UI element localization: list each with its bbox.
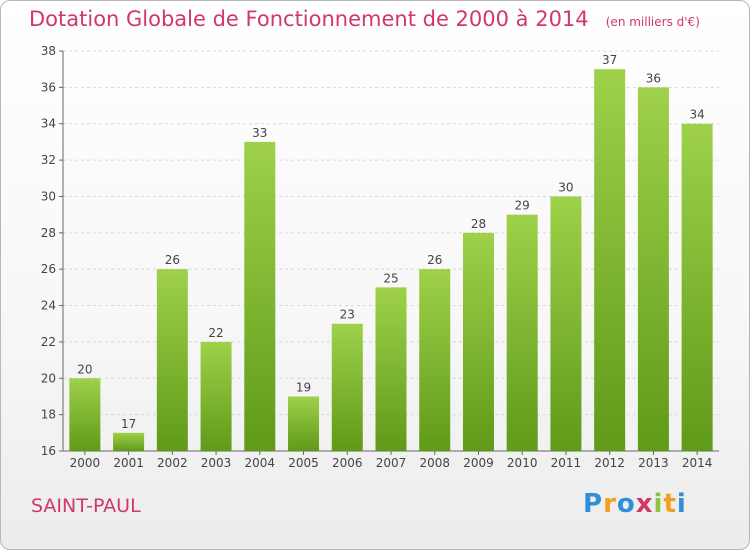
y-tick-label: 26	[41, 262, 56, 276]
x-tick-label: 2004	[245, 456, 276, 470]
x-tick-label: 2009	[463, 456, 494, 470]
y-tick-label: 32	[41, 153, 56, 167]
bar	[419, 269, 451, 451]
commune-name: SAINT-PAUL	[31, 495, 141, 517]
x-tick-label: 2002	[157, 456, 188, 470]
x-tick-label: 2008	[419, 456, 450, 470]
y-tick-label: 20	[41, 371, 56, 385]
bar	[375, 287, 407, 451]
logo-letter: t	[663, 489, 677, 519]
data-label: 29	[515, 199, 530, 213]
x-tick-label: 2005	[288, 456, 319, 470]
y-tick-label: 18	[41, 408, 56, 422]
chart-title: Dotation Globale de Fonctionnement de 20…	[29, 7, 589, 31]
data-label: 28	[471, 217, 486, 231]
proxiti-logo[interactable]: Proxiti	[583, 489, 687, 519]
y-tick-label: 30	[41, 189, 56, 203]
x-tick-label: 2006	[332, 456, 363, 470]
logo-letter: P	[583, 489, 604, 519]
bar	[462, 232, 494, 451]
y-tick-label: 24	[41, 299, 56, 313]
bar	[288, 396, 320, 451]
x-tick-label: 2014	[682, 456, 713, 470]
x-tick-label: 2013	[638, 456, 669, 470]
y-tick-label: 36	[41, 80, 56, 94]
x-tick-label: 2001	[113, 456, 144, 470]
y-tick-label: 16	[41, 444, 56, 458]
bar	[550, 196, 582, 451]
y-tick-label: 38	[41, 44, 56, 58]
logo-letter: x	[635, 489, 654, 519]
logo-letter: r	[603, 489, 617, 519]
bar	[681, 123, 713, 452]
data-label: 17	[121, 417, 136, 431]
data-label: 34	[689, 108, 704, 122]
y-tick-label: 22	[41, 335, 56, 349]
data-label: 36	[646, 71, 661, 85]
bar	[69, 378, 101, 451]
data-label: 20	[77, 362, 92, 376]
x-tick-label: 2012	[594, 456, 625, 470]
data-label: 23	[340, 308, 355, 322]
bar	[637, 87, 669, 451]
data-label: 30	[558, 180, 573, 194]
chart-header: Dotation Globale de Fonctionnement de 20…	[29, 7, 700, 31]
data-label: 22	[208, 326, 223, 340]
bar	[506, 214, 538, 451]
bar	[156, 269, 188, 451]
chart-unit: (en milliers d'€)	[605, 15, 700, 29]
bar	[331, 323, 363, 451]
data-label: 37	[602, 53, 617, 67]
logo-letter: o	[616, 489, 636, 519]
x-tick-label: 2000	[70, 456, 101, 470]
x-tick-label: 2003	[201, 456, 232, 470]
logo-letter: i	[653, 489, 664, 519]
data-label: 26	[427, 253, 442, 267]
x-tick-label: 2010	[507, 456, 538, 470]
bar	[113, 432, 145, 451]
bar	[594, 69, 626, 451]
bar	[200, 341, 232, 451]
bar	[244, 141, 276, 451]
y-tick-label: 28	[41, 226, 56, 240]
logo-letter: i	[676, 489, 687, 519]
x-tick-label: 2011	[551, 456, 582, 470]
y-tick-label: 34	[41, 117, 56, 131]
data-label: 19	[296, 380, 311, 394]
data-label: 25	[383, 271, 398, 285]
x-tick-label: 2007	[376, 456, 407, 470]
data-label: 33	[252, 126, 267, 140]
data-label: 26	[165, 253, 180, 267]
